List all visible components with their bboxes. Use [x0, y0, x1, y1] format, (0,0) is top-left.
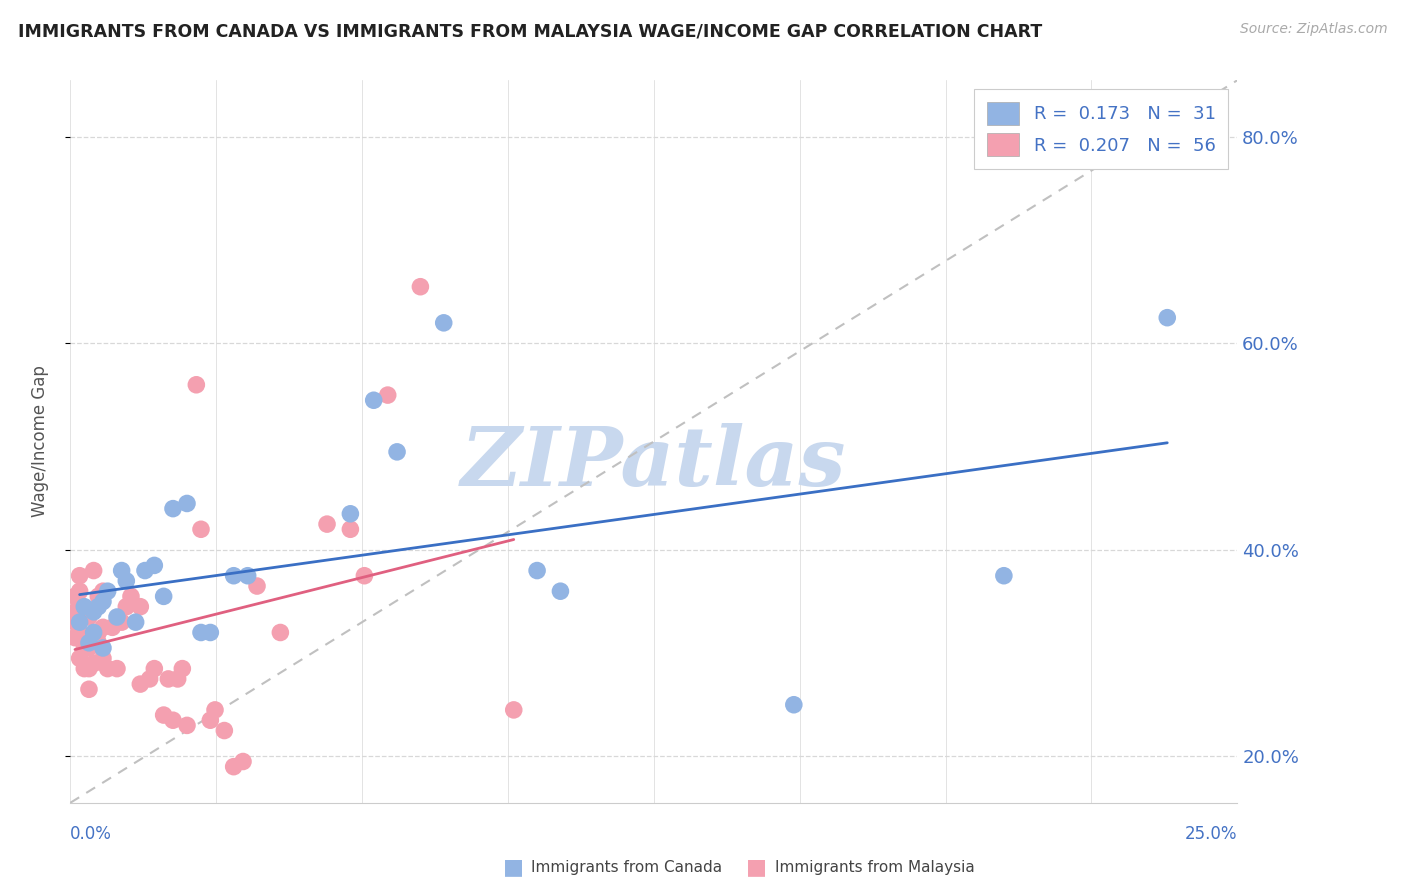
Point: [105, 662, 128, 676]
Point: [409, 279, 432, 293]
Point: [236, 568, 259, 582]
Point: [316, 517, 339, 532]
Point: [129, 677, 152, 691]
Point: [73, 605, 96, 619]
Point: [214, 723, 236, 738]
Point: [526, 564, 548, 578]
Point: [550, 584, 572, 599]
Text: Immigrants from Canada: Immigrants from Canada: [531, 860, 723, 874]
Point: [87, 599, 110, 614]
Point: [377, 388, 399, 402]
Point: [162, 501, 184, 516]
Point: [73, 599, 96, 614]
Point: [77, 636, 100, 650]
Point: [1156, 310, 1178, 325]
Point: [73, 640, 96, 655]
Point: [186, 377, 208, 392]
Point: [63, 605, 86, 619]
Point: [83, 564, 105, 578]
Point: [385, 445, 408, 459]
Point: [129, 599, 152, 614]
Point: [69, 625, 91, 640]
Legend: R =  0.173   N =  31, R =  0.207   N =  56: R = 0.173 N = 31, R = 0.207 N = 56: [974, 89, 1229, 169]
Point: [77, 662, 100, 676]
Point: [222, 759, 245, 773]
Point: [134, 564, 156, 578]
Point: [77, 682, 100, 697]
Text: Immigrants from Malaysia: Immigrants from Malaysia: [775, 860, 974, 874]
Point: [77, 610, 100, 624]
Point: [87, 625, 110, 640]
Point: [162, 713, 184, 727]
Point: [157, 672, 180, 686]
Point: [111, 564, 134, 578]
Point: [172, 662, 194, 676]
Text: ■: ■: [503, 857, 523, 877]
Point: [138, 672, 160, 686]
Point: [143, 662, 166, 676]
Point: [63, 615, 86, 630]
Point: [69, 615, 91, 630]
Point: [91, 651, 114, 665]
Y-axis label: Wage/Income Gap: Wage/Income Gap: [31, 366, 49, 517]
Point: [200, 713, 222, 727]
Point: [69, 651, 91, 665]
Point: [200, 625, 222, 640]
Point: [166, 672, 188, 686]
Point: [69, 584, 91, 599]
Point: [176, 496, 198, 510]
Point: [77, 640, 100, 655]
Point: [73, 662, 96, 676]
Point: [111, 615, 134, 630]
Text: IMMIGRANTS FROM CANADA VS IMMIGRANTS FROM MALAYSIA WAGE/INCOME GAP CORRELATION C: IMMIGRANTS FROM CANADA VS IMMIGRANTS FRO…: [18, 22, 1042, 40]
Point: [69, 610, 91, 624]
Point: [222, 568, 245, 582]
Point: [353, 568, 375, 582]
Point: [783, 698, 806, 712]
Point: [363, 393, 385, 408]
Point: [83, 657, 105, 671]
Text: ■: ■: [747, 857, 766, 877]
Point: [339, 522, 361, 536]
Point: [120, 590, 142, 604]
Point: [143, 558, 166, 573]
Point: [83, 605, 105, 619]
Point: [83, 636, 105, 650]
Point: [502, 703, 524, 717]
Point: [63, 631, 86, 645]
Point: [204, 703, 226, 717]
Point: [63, 590, 86, 604]
Point: [91, 620, 114, 634]
Point: [115, 574, 138, 588]
Point: [91, 584, 114, 599]
Point: [91, 594, 114, 608]
Point: [339, 507, 361, 521]
Text: ZIPatlas: ZIPatlas: [461, 423, 846, 503]
Text: Source: ZipAtlas.com: Source: ZipAtlas.com: [1240, 22, 1388, 37]
Point: [433, 316, 456, 330]
Point: [269, 625, 291, 640]
Point: [124, 615, 146, 630]
Point: [176, 718, 198, 732]
Point: [97, 584, 120, 599]
Point: [190, 625, 212, 640]
Point: [105, 610, 128, 624]
Point: [91, 640, 114, 655]
Point: [97, 662, 120, 676]
Point: [83, 625, 105, 640]
Point: [190, 522, 212, 536]
Point: [69, 568, 91, 582]
Point: [87, 636, 110, 650]
Point: [152, 590, 174, 604]
Point: [101, 620, 124, 634]
Point: [115, 599, 138, 614]
Text: 0.0%: 0.0%: [70, 825, 112, 843]
Point: [246, 579, 269, 593]
Point: [993, 568, 1015, 582]
Text: 25.0%: 25.0%: [1185, 825, 1237, 843]
Point: [87, 590, 110, 604]
Point: [232, 755, 254, 769]
Point: [152, 708, 174, 723]
